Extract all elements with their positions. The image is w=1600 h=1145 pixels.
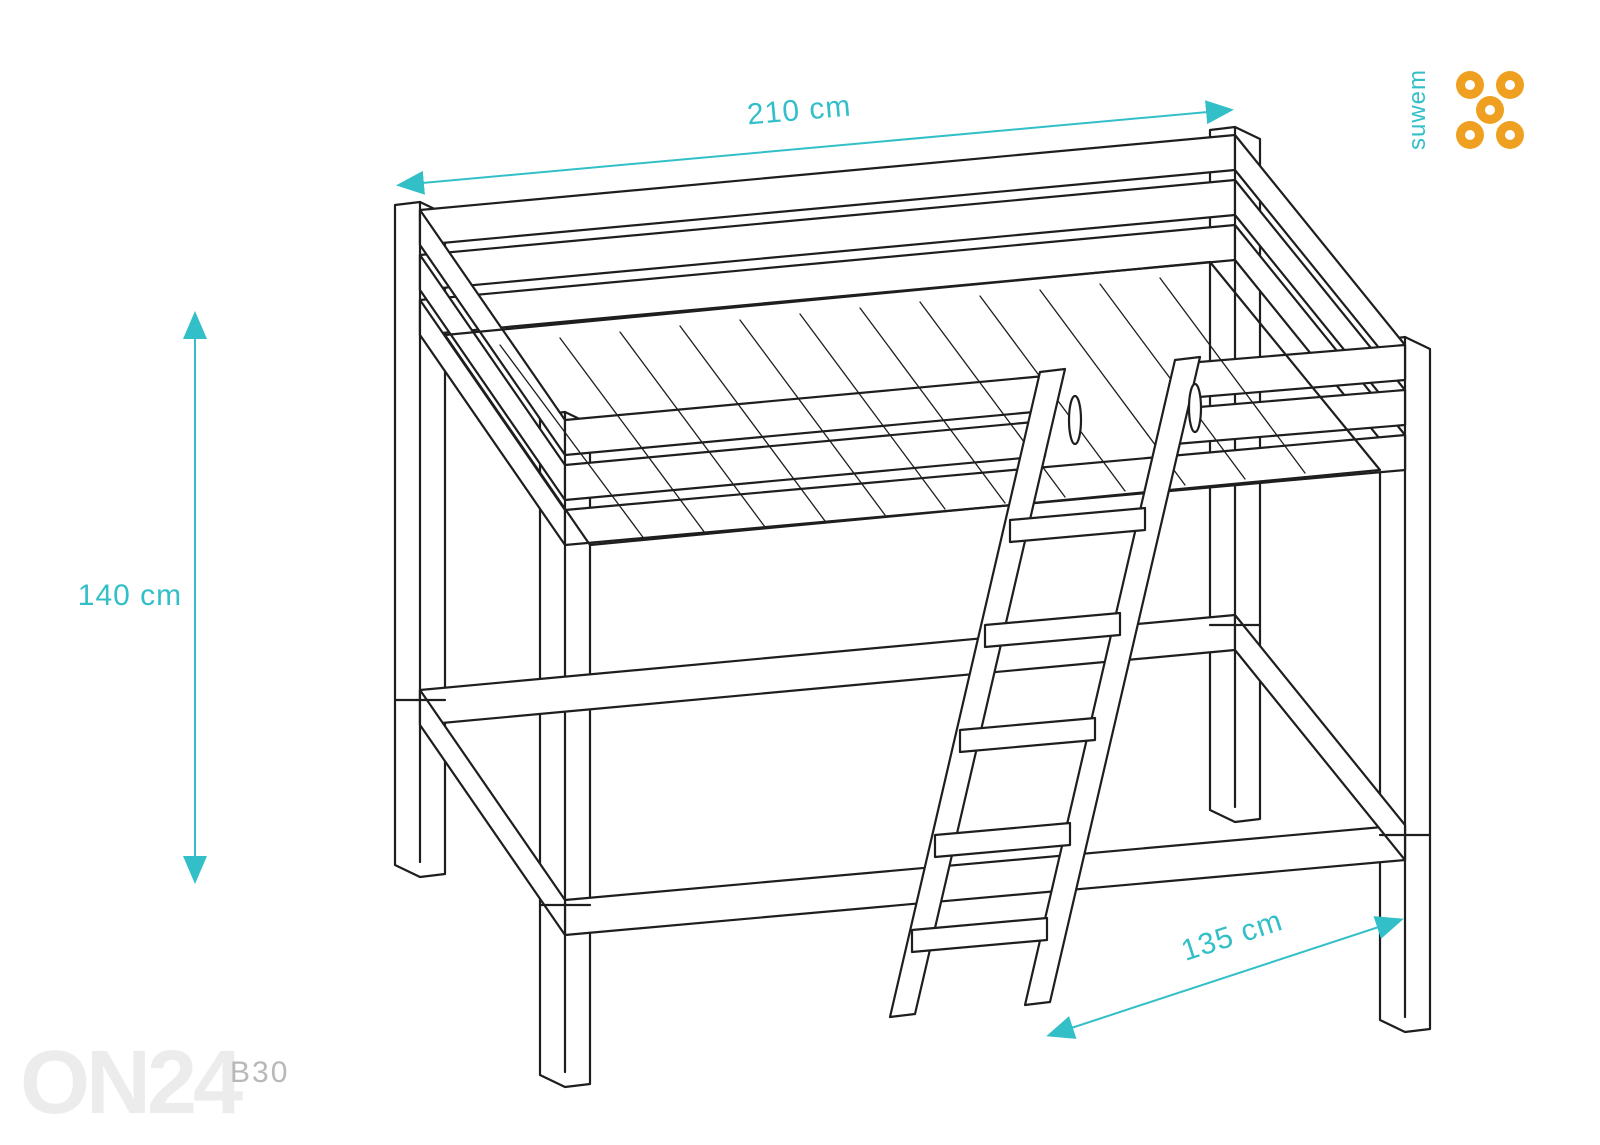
dimension-height: 140 cm: [78, 315, 195, 880]
dimension-height-label: 140 cm: [78, 579, 182, 612]
brand-logo: suwem: [1404, 60, 1540, 160]
brand-mark-icon: [1440, 60, 1540, 160]
brand-name: suwem: [1404, 69, 1432, 150]
dimension-depth: 135 cm: [1050, 904, 1400, 1035]
watermark-text: ON24: [20, 1032, 239, 1135]
dimension-depth-label: 135 cm: [1177, 904, 1286, 968]
diagram-stage: ON24 B30 suwem: [0, 0, 1600, 1145]
bed-drawing: 210 cm 140 cm 135 cm: [0, 0, 1600, 1145]
dimension-length-label: 210 cm: [746, 90, 853, 132]
model-code: B30: [230, 1056, 289, 1090]
